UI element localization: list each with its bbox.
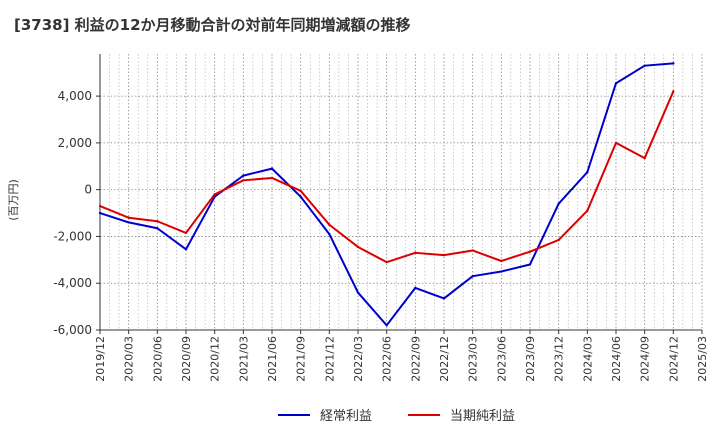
plot-area <box>100 54 702 330</box>
data-point <box>127 216 130 219</box>
x-tick-label: 2020/06 <box>151 336 164 382</box>
x-tick-label: 2019/12 <box>94 336 107 382</box>
data-point <box>270 176 274 180</box>
y-tick-label: 0 <box>84 183 92 197</box>
data-point <box>643 156 646 160</box>
data-point <box>500 270 503 273</box>
y-tick-label: -2,000 <box>53 229 92 243</box>
x-tick-label: 2020/09 <box>180 336 193 382</box>
x-tick-label: 2020/12 <box>209 336 222 382</box>
series-layer <box>98 62 675 327</box>
x-tick-label: 2024/03 <box>581 336 594 382</box>
data-point <box>98 211 102 215</box>
x-tick-label: 2022/12 <box>438 336 451 382</box>
data-point <box>356 245 360 249</box>
x-tick-label: 2022/09 <box>409 336 422 382</box>
data-point <box>500 259 503 263</box>
data-point <box>557 238 560 242</box>
data-point <box>270 167 274 170</box>
x-tick-label: 2020/03 <box>123 336 136 382</box>
data-point <box>586 209 589 212</box>
data-point <box>385 260 388 264</box>
x-tick-label: 2024/06 <box>610 336 623 382</box>
data-point <box>471 249 474 252</box>
legend: 経常利益 当期純利益 <box>278 409 515 424</box>
data-point <box>442 253 446 257</box>
data-point <box>213 193 216 196</box>
data-point <box>184 248 188 251</box>
x-tick-label: 2025/03 <box>696 336 709 382</box>
x-tick-label: 2023/12 <box>553 336 566 382</box>
data-point <box>414 286 417 290</box>
data-point <box>442 297 446 300</box>
data-point <box>184 231 188 235</box>
grid-layer <box>99 54 703 331</box>
y-tick-label: 2,000 <box>58 136 92 150</box>
data-point <box>471 275 474 278</box>
data-point <box>356 291 360 294</box>
data-point <box>414 251 417 255</box>
data-point <box>528 263 532 266</box>
x-tick-label: 2021/09 <box>295 336 308 382</box>
legend-label-2: 当期純利益 <box>450 409 515 424</box>
data-point <box>557 202 560 205</box>
data-point <box>586 170 589 174</box>
data-point <box>156 227 159 230</box>
data-point <box>242 174 245 177</box>
data-point <box>672 62 675 65</box>
x-tick-label: 2023/03 <box>467 336 480 382</box>
data-point <box>328 232 331 236</box>
x-tick-label: 2022/06 <box>381 336 394 382</box>
x-tick-label: 2024/12 <box>667 336 680 382</box>
x-tick-label: 2023/09 <box>524 336 537 382</box>
y-axis-label: (百万円) <box>7 179 20 221</box>
data-point <box>385 324 388 327</box>
data-point <box>614 82 618 85</box>
data-point <box>156 220 159 223</box>
legend-label-1: 経常利益 <box>320 409 372 424</box>
data-point <box>98 204 102 208</box>
x-tick-label: 2022/03 <box>352 336 365 382</box>
y-tick-label: -4,000 <box>53 276 92 290</box>
data-point <box>643 64 646 67</box>
chart-title: [3738] 利益の12か月移動合計の対前年同期増減額の推移 <box>14 16 411 34</box>
x-tick-label: 2021/06 <box>266 336 279 382</box>
y-tick-label: 4,000 <box>58 89 92 103</box>
data-point <box>528 250 532 253</box>
x-tick-label: 2021/12 <box>323 336 336 382</box>
data-point <box>127 221 130 224</box>
data-point <box>299 189 302 193</box>
data-point <box>614 141 618 145</box>
x-tick-label: 2023/06 <box>495 336 508 382</box>
data-point <box>328 223 331 226</box>
data-point <box>242 179 245 182</box>
data-point <box>299 195 302 198</box>
y-tick-label: -6,000 <box>53 323 92 337</box>
x-tick-label: 2021/03 <box>237 336 250 382</box>
data-point <box>672 90 675 93</box>
x-tick-label: 2024/09 <box>639 336 652 382</box>
